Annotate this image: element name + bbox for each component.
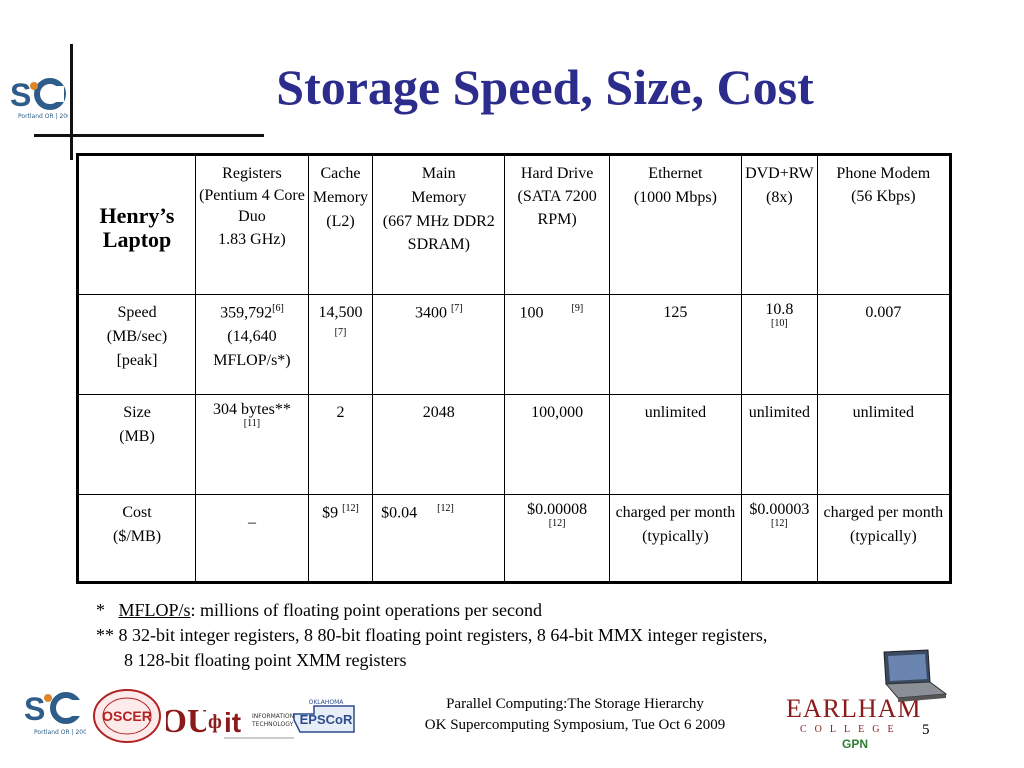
svg-text:TECHNOLOGY: TECHNOLOGY xyxy=(251,721,294,728)
table-row-speed: Speed (MB/sec) [peak] 359,792[6] (14,640… xyxy=(76,294,952,395)
svg-text:S: S xyxy=(10,77,31,113)
cell-speed-disk: 100 [9] xyxy=(504,294,610,395)
svg-text:GPN: GPN xyxy=(842,737,868,751)
svg-text:it: it xyxy=(224,707,241,738)
column-header-registers: Registers (Pentium 4 Core Duo 1.83 GHz) xyxy=(195,154,309,295)
cell-size-registers: 304 bytes** [11] xyxy=(195,394,309,495)
cell-speed-dvd: 10.8 [10] xyxy=(741,294,818,395)
column-header-main-memory: Main Memory (667 MHz DDR2 SDRAM) xyxy=(372,154,506,295)
gpn-logo: GPN xyxy=(842,737,868,751)
column-header-cache: Cache Memory (L2) xyxy=(307,154,374,295)
svg-text:INFORMATION: INFORMATION xyxy=(252,713,294,720)
svg-text:Portland OR | 2009: Portland OR | 2009 xyxy=(18,113,68,120)
decorative-horizontal-line xyxy=(34,134,264,137)
column-header-hard-drive: Hard Drive (SATA 7200 RPM) xyxy=(504,154,610,295)
decorative-vertical-line xyxy=(70,44,73,160)
footnote-registers-cont: 8 128-bit floating point XMM registers xyxy=(124,650,407,671)
table-header-row: Henry’s Laptop Registers (Pentium 4 Core… xyxy=(76,154,952,295)
cell-cost-dvd: $0.00003 [12] xyxy=(741,494,818,583)
svg-text:ф: ф xyxy=(208,711,222,733)
table-row-size: Size (MB) 304 bytes** [11] 2 2048 100,00… xyxy=(76,394,952,495)
cell-cost-cache: $9 [12] xyxy=(307,494,374,583)
laptop-image xyxy=(883,649,948,702)
svg-text:EPSCoR: EPSCoR xyxy=(300,712,353,727)
cell-size-cache: 2 xyxy=(307,394,374,495)
column-header-dvd-rw: DVD+RW (8x) xyxy=(741,154,818,295)
row-label-size: Size (MB) xyxy=(76,394,197,495)
column-header-ethernet: Ethernet (1000 Mbps) xyxy=(608,154,743,295)
cell-speed-ethernet: 125 xyxy=(608,294,743,395)
cell-size-main: 2048 xyxy=(372,394,506,495)
column-header-phone-modem: Phone Modem (56 Kbps) xyxy=(816,154,952,295)
svg-text:S: S xyxy=(24,691,45,727)
storage-comparison-table: Henry’s Laptop Registers (Pentium 4 Core… xyxy=(76,153,952,584)
cell-speed-main: 3400 [7] xyxy=(372,294,506,395)
cell-cost-main: $0.04 [12] xyxy=(372,494,506,583)
sc-logo: S Portland OR | 2009 xyxy=(10,77,68,120)
oscer-logo: OSCER xyxy=(93,689,161,743)
cell-size-modem: unlimited xyxy=(816,394,952,495)
footnote-mflops: * MFLOP/s: millions of floating point op… xyxy=(96,600,542,620)
table-row-cost: Cost ($/MB) – $9 [12] $0.04 [12] $0.00008… xyxy=(76,494,952,583)
cell-cost-disk: $0.00008 [12] xyxy=(504,494,610,583)
cell-size-ethernet: unlimited xyxy=(608,394,743,495)
ou-it-logo: ф it INFORMATION TECHNOLOGY xyxy=(208,707,294,739)
cell-speed-modem: 0.007 xyxy=(816,294,952,395)
svg-text:OU: OU xyxy=(166,703,206,740)
row-label-cost: Cost ($/MB) xyxy=(76,494,197,583)
row-label-speed: Speed (MB/sec) [peak] xyxy=(76,294,197,395)
slide-title: Storage Speed, Size, Cost xyxy=(276,59,814,115)
svg-text:Portland OR | 2009: Portland OR | 2009 xyxy=(34,729,86,736)
footnotes: * MFLOP/s: millions of floating point op… xyxy=(96,598,976,674)
cell-cost-ethernet: charged per month (typically) xyxy=(608,494,743,583)
cell-size-disk: 100,000 xyxy=(504,394,610,495)
cell-cost-modem: charged per month (typically) xyxy=(816,494,952,583)
table-corner-label: Henry’s Laptop xyxy=(76,154,197,295)
slide-footer: Parallel Computing:The Storage Hierarchy… xyxy=(340,694,810,736)
sc09-footer-logo: S Portland OR | 2009 xyxy=(24,691,86,736)
cell-speed-registers: 359,792[6] (14,640 MFLOP/s*) xyxy=(195,294,309,395)
epscor-logo: OKLAHOMA EPSCoR xyxy=(293,699,355,733)
footer-line-1: Parallel Computing:The Storage Hierarchy xyxy=(446,696,704,712)
footnote-registers: ** 8 32-bit integer registers, 8 80-bit … xyxy=(96,625,768,646)
footer-line-2: OK Supercomputing Symposium, Tue Oct 6 2… xyxy=(424,717,726,733)
ou-logo: OU xyxy=(166,703,206,740)
cell-size-dvd: unlimited xyxy=(741,394,818,495)
cell-speed-cache: 14,500 [7] xyxy=(307,294,374,395)
svg-text:OKLAHOMA: OKLAHOMA xyxy=(309,699,345,706)
svg-text:OSCER: OSCER xyxy=(102,708,152,724)
page-number: 5 xyxy=(922,722,930,738)
cell-cost-registers: – xyxy=(195,494,309,583)
